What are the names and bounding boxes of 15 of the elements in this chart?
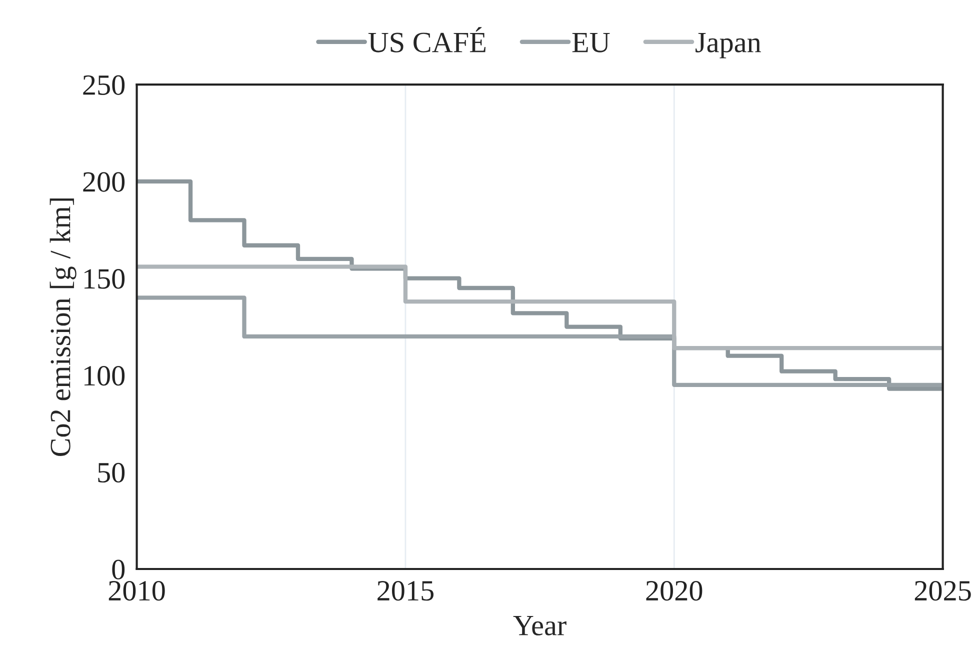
y-tick-label: 150 bbox=[84, 269, 125, 289]
x-tick-label: 2015 bbox=[378, 580, 434, 601]
legend-label: US CAFÉ bbox=[368, 27, 486, 52]
y-tick-label: 200 bbox=[83, 172, 125, 192]
y-tick-label: 0 bbox=[112, 560, 125, 580]
y-tick-label: 50 bbox=[98, 462, 125, 483]
x-axis-title: Year bbox=[513, 616, 566, 636]
y-axis-title: Co2 emission [g / km] bbox=[50, 198, 76, 456]
x-tick-label: 2010 bbox=[108, 580, 165, 601]
x-tick-label: 2020 bbox=[646, 580, 702, 601]
legend-label: EU bbox=[572, 32, 610, 52]
y-tick-label: 100 bbox=[84, 366, 125, 386]
legend-label: Japan bbox=[696, 32, 761, 58]
y-tick-label: 250 bbox=[83, 75, 125, 95]
x-tick-label: 2025 bbox=[914, 580, 971, 601]
